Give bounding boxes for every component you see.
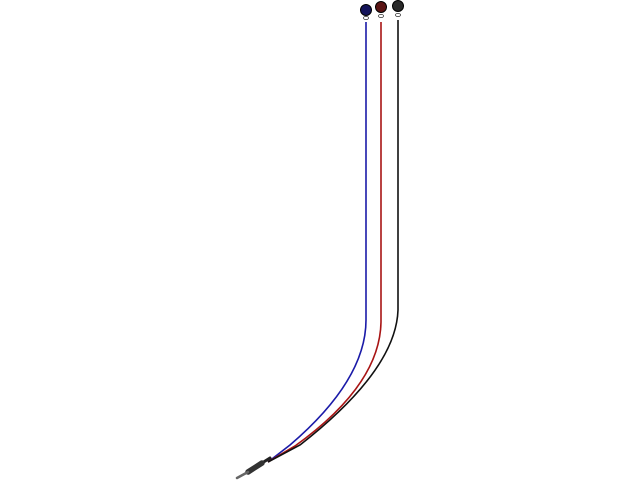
audio-plug xyxy=(235,456,272,480)
red-connector xyxy=(375,1,387,18)
black-connector xyxy=(392,0,404,17)
blue-wire xyxy=(267,22,367,463)
red-wire xyxy=(267,22,382,463)
blue-connector xyxy=(360,4,372,20)
black-wire xyxy=(267,20,399,463)
